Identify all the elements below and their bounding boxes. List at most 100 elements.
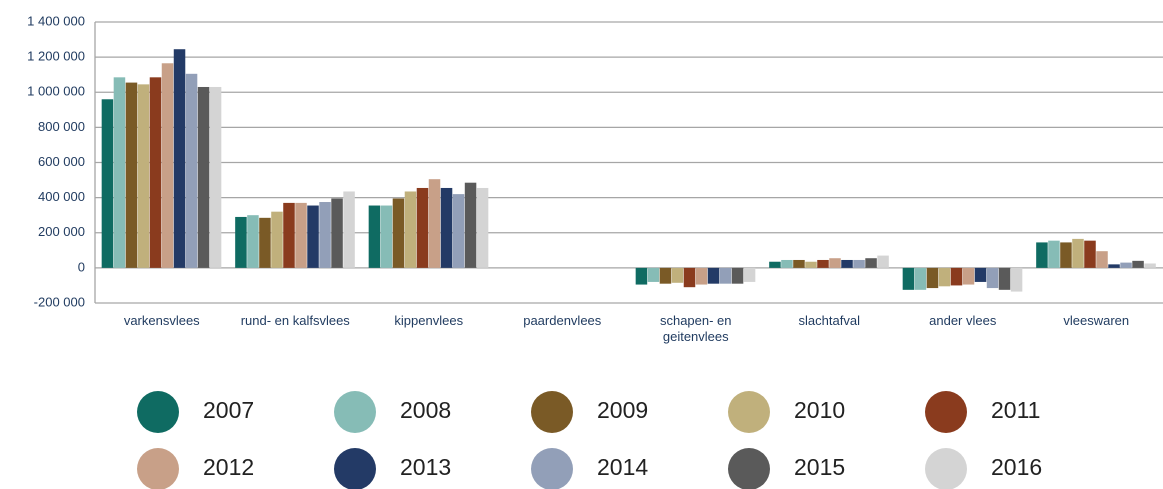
bar bbox=[877, 255, 889, 268]
bar bbox=[781, 259, 793, 268]
bar bbox=[283, 202, 295, 268]
bar bbox=[1048, 240, 1060, 268]
legend-label: 2009 bbox=[597, 397, 648, 423]
legend-label: 2012 bbox=[203, 454, 254, 480]
bar bbox=[161, 63, 174, 268]
x-tick-label: schapen- en geitenvlees bbox=[659, 313, 732, 344]
legend-swatch bbox=[334, 448, 376, 489]
bar bbox=[974, 267, 987, 282]
bar bbox=[137, 84, 150, 268]
bar bbox=[1096, 251, 1108, 268]
bar bbox=[805, 261, 817, 268]
legend-swatch bbox=[531, 448, 573, 489]
bar bbox=[914, 267, 927, 290]
bar bbox=[307, 205, 319, 268]
bar bbox=[769, 261, 781, 268]
bar bbox=[125, 82, 138, 268]
bar bbox=[331, 198, 343, 268]
legend-label: 2007 bbox=[203, 397, 254, 423]
y-tick-label: 400 000 bbox=[38, 189, 85, 204]
bar bbox=[1120, 262, 1132, 268]
legend-swatch bbox=[137, 391, 179, 433]
bar bbox=[452, 194, 465, 268]
bar bbox=[1036, 242, 1048, 268]
bar bbox=[185, 73, 198, 268]
bar bbox=[113, 77, 126, 268]
bar bbox=[428, 179, 441, 268]
bar bbox=[392, 198, 405, 268]
bar bbox=[817, 259, 829, 268]
bar bbox=[695, 267, 708, 285]
bar bbox=[1010, 267, 1023, 292]
legend-label: 2015 bbox=[794, 454, 845, 480]
bar bbox=[683, 267, 696, 288]
bar bbox=[647, 267, 660, 282]
bar bbox=[926, 267, 939, 289]
y-tick-label: 200 000 bbox=[38, 224, 85, 239]
x-tick-label: slachtafval bbox=[798, 313, 860, 328]
bar bbox=[950, 267, 963, 286]
bar bbox=[476, 187, 489, 268]
bar bbox=[380, 205, 393, 268]
y-tick-label: 1 400 000 bbox=[27, 13, 85, 28]
bar bbox=[271, 211, 283, 268]
x-tick-label: vleeswaren bbox=[1063, 313, 1130, 328]
bar bbox=[1132, 260, 1144, 268]
y-tick-label: 1 000 000 bbox=[27, 84, 85, 99]
bar bbox=[853, 259, 865, 268]
x-tick-label: paardenvlees bbox=[523, 313, 602, 328]
bar bbox=[368, 205, 381, 268]
legend-label: 2010 bbox=[794, 397, 845, 423]
x-tick-label: ander vlees bbox=[929, 313, 997, 328]
y-tick-label: 1 200 000 bbox=[27, 49, 85, 64]
bar bbox=[101, 99, 114, 268]
bar bbox=[829, 258, 841, 268]
legend-swatch bbox=[137, 448, 179, 489]
y-tick-label: 600 000 bbox=[38, 154, 85, 169]
bar bbox=[464, 182, 477, 268]
bar bbox=[938, 267, 951, 287]
bar bbox=[247, 215, 259, 268]
x-tick-label: kippenvlees bbox=[394, 313, 464, 328]
x-tick-label: rund- en kalfsvlees bbox=[240, 313, 350, 328]
bar bbox=[793, 259, 805, 268]
legend-label: 2008 bbox=[400, 397, 451, 423]
bar bbox=[343, 191, 355, 268]
bar bbox=[1084, 240, 1096, 268]
legend-swatch bbox=[531, 391, 573, 433]
bar bbox=[209, 86, 222, 268]
bar bbox=[295, 202, 307, 268]
bar bbox=[1072, 238, 1084, 268]
legend-swatch bbox=[925, 448, 967, 489]
bar bbox=[319, 202, 331, 268]
bar bbox=[707, 267, 720, 284]
y-tick-label: 800 000 bbox=[38, 119, 85, 134]
bar bbox=[731, 267, 744, 284]
bar bbox=[1060, 242, 1072, 268]
bar bbox=[635, 267, 648, 285]
bar bbox=[743, 267, 756, 282]
bar bbox=[841, 259, 853, 268]
bar bbox=[671, 267, 684, 283]
bar bbox=[197, 86, 210, 268]
bar bbox=[865, 258, 877, 268]
bar bbox=[149, 77, 162, 268]
legend-swatch bbox=[728, 448, 770, 489]
bar bbox=[440, 187, 453, 268]
y-tick-label: -200 000 bbox=[34, 294, 85, 309]
x-tick-label: varkensvlees bbox=[123, 313, 200, 328]
legend-swatch bbox=[925, 391, 967, 433]
bar bbox=[259, 217, 271, 268]
bar bbox=[719, 267, 732, 284]
bar bbox=[416, 187, 429, 268]
legend-label: 2011 bbox=[991, 397, 1040, 423]
legend-swatch bbox=[334, 391, 376, 433]
bar bbox=[173, 49, 186, 268]
legend-swatch bbox=[728, 391, 770, 433]
bar bbox=[998, 267, 1011, 290]
bar bbox=[902, 267, 915, 290]
bar bbox=[1144, 263, 1156, 268]
bar bbox=[986, 267, 999, 289]
